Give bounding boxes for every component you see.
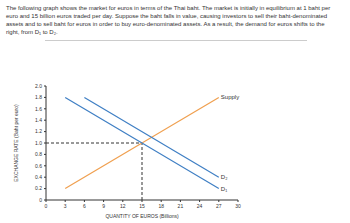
svg-text:30: 30 (235, 203, 241, 209)
svg-text:6: 6 (83, 203, 86, 209)
svg-text:0.2: 0.2 (35, 185, 42, 191)
svg-text:0: 0 (39, 197, 42, 203)
svg-text:3: 3 (64, 203, 67, 209)
svg-text:1.4: 1.4 (35, 117, 42, 123)
svg-text:9: 9 (102, 203, 105, 209)
svg-text:0.8: 0.8 (35, 151, 42, 157)
svg-text:1.2: 1.2 (35, 128, 42, 134)
svg-text:1.6: 1.6 (35, 106, 42, 112)
svg-text:1.0: 1.0 (35, 140, 42, 146)
svg-text:18: 18 (158, 203, 164, 209)
svg-text:2.0: 2.0 (35, 83, 42, 89)
svg-text:EXCHANGE RATE (Baht per euro): EXCHANGE RATE (Baht per euro) (13, 104, 19, 182)
html-text:The following graph shows the: The following graph shows the market for… (6, 5, 331, 35)
svg-text:Supply: Supply (221, 94, 239, 100)
svg-text:27: 27 (216, 203, 222, 209)
svg-text:D₂: D₂ (221, 174, 228, 180)
svg-text:0: 0 (45, 203, 48, 209)
svg-text:15: 15 (139, 203, 145, 209)
svg-text:0.6: 0.6 (35, 163, 42, 169)
svg-text:12: 12 (120, 203, 126, 209)
svg-text:24: 24 (197, 203, 203, 209)
svg-text:0.4: 0.4 (35, 174, 42, 180)
svg-text:21: 21 (178, 203, 184, 209)
svg-text:QUANTITY OF EUROS (Billions): QUANTITY OF EUROS (Billions) (105, 213, 179, 219)
svg-text:D₁: D₁ (221, 186, 227, 192)
svg-text:1.8: 1.8 (35, 94, 42, 100)
